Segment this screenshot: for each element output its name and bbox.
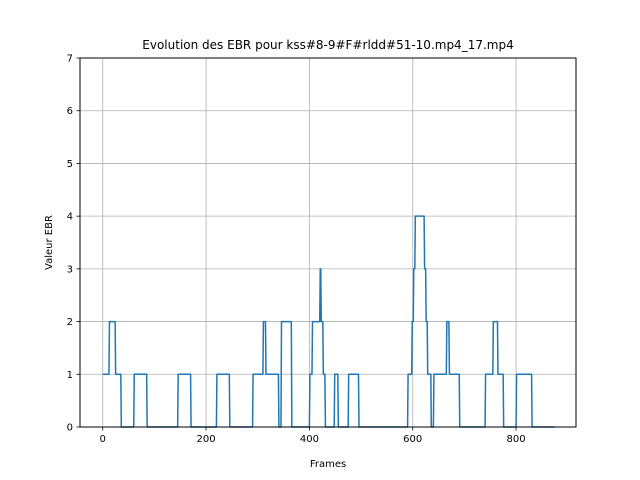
x-tick-label: 800	[507, 434, 526, 445]
x-tick-label: 0	[100, 434, 106, 445]
x-tick-label: 400	[300, 434, 319, 445]
y-tick-label: 7	[67, 54, 73, 65]
y-tick-label: 4	[67, 212, 73, 223]
y-tick-label: 1	[67, 370, 73, 381]
x-tick-label: 600	[403, 434, 422, 445]
y-tick-label: 3	[67, 264, 73, 275]
ebr-series-line	[102, 215, 555, 428]
y-tick-label: 5	[67, 159, 73, 170]
axes-frame	[79, 57, 577, 428]
x-axis-label: Frames	[310, 459, 346, 470]
y-axis-label: Valeur EBR	[44, 215, 55, 270]
chart-title: Evolution des EBR pour kss#8-9#F#rldd#51…	[142, 38, 513, 52]
x-tick-label: 200	[197, 434, 216, 445]
series-layer	[102, 215, 555, 428]
y-tick-label: 0	[67, 423, 73, 434]
y-tick-label: 2	[67, 317, 73, 328]
ticks: 0 200 400 600 800 0 1 2 3 4 5 6 7	[67, 54, 526, 446]
y-tick-label: 6	[67, 106, 73, 117]
